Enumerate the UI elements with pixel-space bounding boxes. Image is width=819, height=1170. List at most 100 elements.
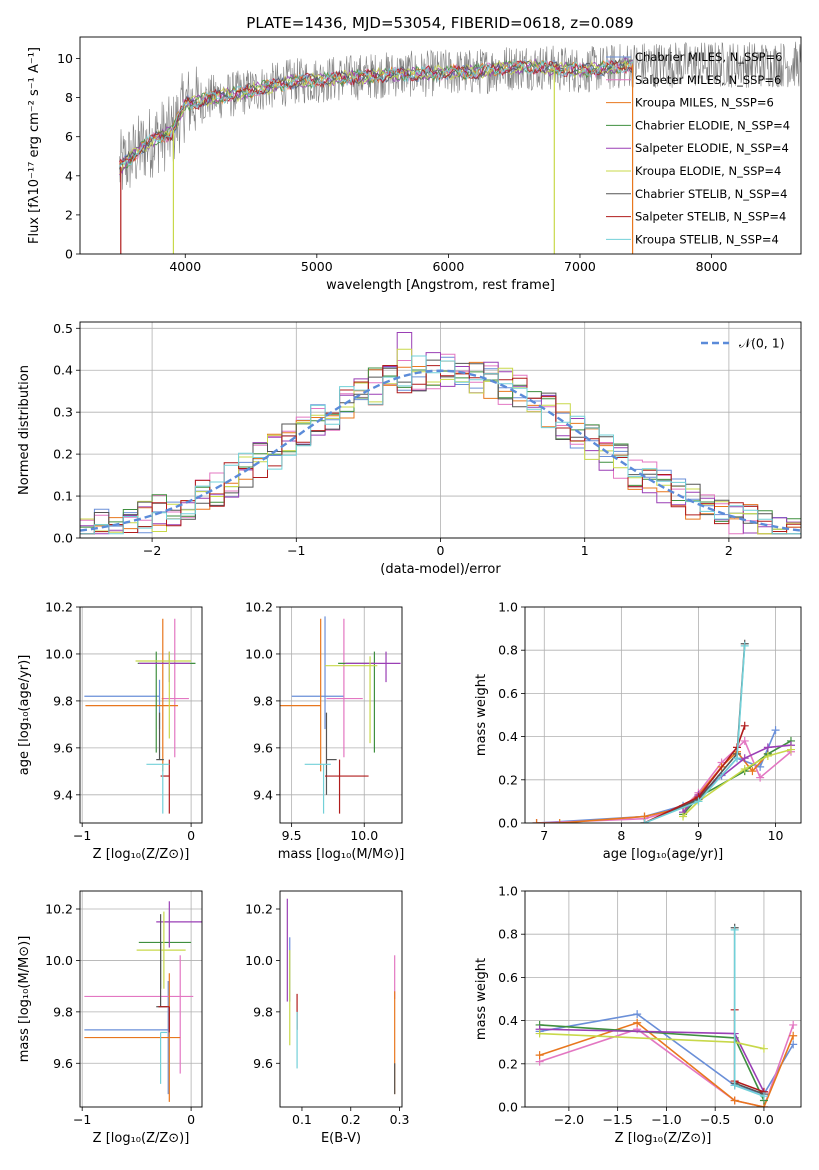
- y-tick-label: 1.0: [498, 600, 518, 615]
- mass-weight-marker: [763, 743, 772, 752]
- y-tick-label: 0.0: [498, 816, 518, 831]
- mass-weight-marker: [771, 726, 780, 735]
- plot-area: [84, 618, 196, 814]
- plot-area: [535, 923, 798, 1107]
- legend-label: Chabrier STELIB, N_SSP=4: [635, 187, 787, 201]
- gaussian-reference-curve: [80, 369, 801, 532]
- y-tick-label: 0.2: [498, 772, 518, 787]
- y-tick-label: 9.8: [53, 693, 73, 708]
- y-tick-label: 10: [57, 51, 73, 66]
- y-tick-label: 0.4: [498, 729, 518, 744]
- x-axis-label: mass [log₁₀(M/M⊙)]: [278, 847, 405, 862]
- model-fit-line: [119, 58, 633, 167]
- mass-weight-series: [733, 929, 765, 1097]
- x-tick-label: 8: [617, 828, 625, 843]
- legend: Chabrier MILES, N_SSP=6 Salpeter MILES, N…: [606, 50, 790, 246]
- x-tick-label: 8000: [696, 259, 728, 274]
- y-axis-label: mass weight: [474, 674, 489, 756]
- y-tick-label: 10.0: [45, 953, 73, 968]
- y-tick-label: 0.0: [498, 1100, 518, 1115]
- y-axis-label: mass weight: [474, 958, 489, 1040]
- plot-area: [80, 332, 801, 535]
- y-tick-label: 0.3: [53, 405, 73, 420]
- y-tick-label: 0.8: [498, 643, 518, 658]
- y-tick-label: 6: [65, 129, 73, 144]
- y-tick-label: 10.2: [245, 600, 273, 615]
- x-tick-label: 10.0: [350, 828, 378, 843]
- mass-weight-marker: [789, 1020, 798, 1029]
- y-tick-label: 0.0: [53, 531, 73, 546]
- mass-weight-series: [733, 1009, 765, 1093]
- mass-weight-marker: [694, 797, 703, 806]
- x-tick-label: 0.0: [754, 1112, 774, 1127]
- mass-weight-series: [539, 1032, 765, 1050]
- y-tick-label: 0.4: [53, 363, 73, 378]
- mass-weight-marker: [679, 812, 688, 821]
- plot-area: [286, 898, 396, 1095]
- y-tick-label: 9.8: [253, 693, 273, 708]
- y-tick-label: 0.4: [498, 1013, 518, 1028]
- x-tick-label: 7: [540, 828, 548, 843]
- legend-label: Chabrier ELODIE, N_SSP=4: [635, 118, 790, 132]
- y-tick-label: 0.6: [498, 970, 518, 985]
- mass-weight-marker: [730, 1081, 739, 1090]
- chart-weight-vs-Z: −2.0 −1.5 −1.0 −0.5 0.0 0.0 0.2 0.4 0.6 0.8 1.0 Z […: [474, 884, 802, 1146]
- mass-weight-series: [644, 645, 746, 823]
- x-tick-label: 0: [437, 543, 445, 558]
- axes-frame: [524, 606, 802, 824]
- x-tick-label: 1: [581, 543, 589, 558]
- y-tick-label: 10.2: [45, 902, 73, 917]
- y-tick-label: 0: [65, 247, 73, 262]
- x-tick-label: 5000: [301, 259, 333, 274]
- y-tick-label: 0.2: [498, 1056, 518, 1071]
- y-axis-label: mass [log₁₀(M/M⊙)]: [17, 936, 32, 1063]
- x-axis-label: Z [log₁₀(Z/Z⊙)]: [615, 1131, 712, 1146]
- x-axis-label: Z [log₁₀(Z/Z⊙)]: [93, 847, 190, 862]
- mass-weight-marker: [740, 765, 749, 773]
- mass-weight-marker: [748, 767, 757, 776]
- x-axis-label: Z [log₁₀(Z/Z⊙)]: [93, 1131, 190, 1146]
- y-tick-label: 9.6: [53, 1056, 73, 1071]
- residual-histogram: [80, 355, 801, 535]
- x-tick-label: 4000: [169, 259, 201, 274]
- y-tick-label: 4: [65, 168, 73, 183]
- legend-label: Salpeter MILES, N_SSP=6: [635, 73, 781, 87]
- y-tick-label: 1.0: [498, 884, 518, 899]
- x-tick-label: 10: [768, 828, 784, 843]
- mass-weight-marker: [740, 721, 749, 730]
- plot-area: [84, 901, 202, 1102]
- mass-weight-marker: [532, 819, 541, 823]
- axes-frame: [524, 890, 802, 1108]
- x-tick-label: 6000: [432, 259, 464, 274]
- chart-weight-vs-age: 7 8 9 10 0.0 0.2 0.4 0.6 0.8 1.0 age [log₁₀(age/yr…: [474, 600, 802, 862]
- y-tick-label: 10.0: [245, 646, 273, 661]
- axes-frame: [79, 36, 802, 255]
- y-tick-label: 0.8: [498, 927, 518, 942]
- y-tick-label: 9.6: [253, 1056, 273, 1071]
- chart-mass-vs-EBV: 0.1 0.2 0.3 9.6 9.8 10.0 10.2 E(B-V): [245, 890, 410, 1146]
- y-tick-label: 0.5: [53, 321, 73, 336]
- figure-title: PLATE=1436, MJD=53054, FIBERID=0618, z=0…: [246, 14, 633, 32]
- y-tick-label: 9.4: [253, 787, 273, 802]
- mass-weight-marker: [756, 773, 765, 782]
- mass-weight-marker: [730, 1096, 739, 1105]
- x-tick-label: 0.1: [292, 1112, 312, 1127]
- y-tick-label: 2: [65, 207, 73, 222]
- x-tick-label: −1.0: [651, 1112, 681, 1127]
- y-tick-label: 0.6: [498, 686, 518, 701]
- chart-age-vs-Z: −1 0 9.4 9.6 9.8 10.0 10.2 Z [log₁₀(Z/Z⊙)] age […: [17, 600, 203, 862]
- mass-weight-marker: [756, 762, 765, 771]
- y-tick-label: 0.2: [53, 447, 73, 462]
- mass-weight-marker: [759, 1044, 768, 1053]
- plot-area: [532, 639, 795, 823]
- plot-area: [119, 41, 801, 254]
- chart-residuals: −2 −1 0 1 2 0.0 0.1 0.2 0.3 0.4 0.5 (data-model)/er…: [17, 321, 802, 577]
- legend-label: Kroupa ELODIE, N_SSP=4: [635, 164, 781, 178]
- y-axis-label: age [log₁₀(age/yr)]: [17, 655, 32, 776]
- x-tick-label: 0.2: [341, 1112, 361, 1127]
- y-tick-label: 8: [65, 90, 73, 105]
- x-tick-label: 0: [187, 1112, 195, 1127]
- mass-weight-marker: [730, 925, 739, 934]
- mass-weight-marker: [633, 1018, 642, 1027]
